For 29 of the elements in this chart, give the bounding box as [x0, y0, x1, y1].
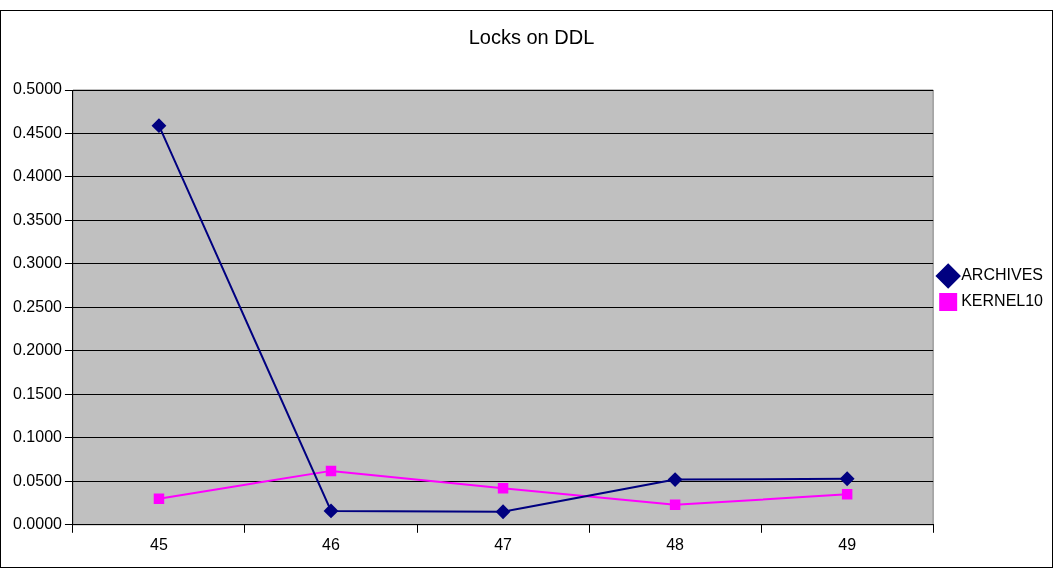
- y-tick-label: 0.5000: [13, 80, 63, 98]
- y-tick-label: 0.1500: [13, 384, 63, 402]
- x-tick-label: 49: [838, 535, 857, 553]
- y-tick-label: 0.2500: [13, 297, 63, 315]
- x-tick-label: 45: [150, 535, 168, 553]
- point: [840, 471, 855, 486]
- point: [841, 489, 853, 500]
- y-tick-label: 0.1000: [13, 428, 63, 446]
- point: [153, 493, 165, 504]
- y-tick-label: 0.2000: [13, 341, 63, 359]
- point: [669, 499, 681, 511]
- point: [325, 465, 337, 477]
- x-tick-label: 46: [322, 535, 341, 553]
- y-tick-label: 0.3000: [13, 254, 63, 272]
- point: [151, 118, 166, 133]
- chart-title: Locks on DDL: [468, 25, 595, 48]
- point: [324, 503, 339, 518]
- point: [496, 504, 511, 519]
- y-tick-label: 0.0500: [13, 471, 63, 489]
- y-tick-label: 0.4000: [13, 167, 63, 185]
- point: [497, 483, 509, 494]
- y-tick-label: 0.3500: [13, 210, 63, 228]
- y-tick-label: 0.4500: [13, 123, 63, 141]
- x-tick-label: 48: [666, 535, 685, 553]
- point: [668, 472, 683, 487]
- x-tick-label: 47: [494, 535, 513, 553]
- legend-label: KERNEL10: [961, 292, 1044, 310]
- y-tick-label: 0.0000: [13, 515, 63, 533]
- legend-label: ARCHIVES: [961, 266, 1043, 284]
